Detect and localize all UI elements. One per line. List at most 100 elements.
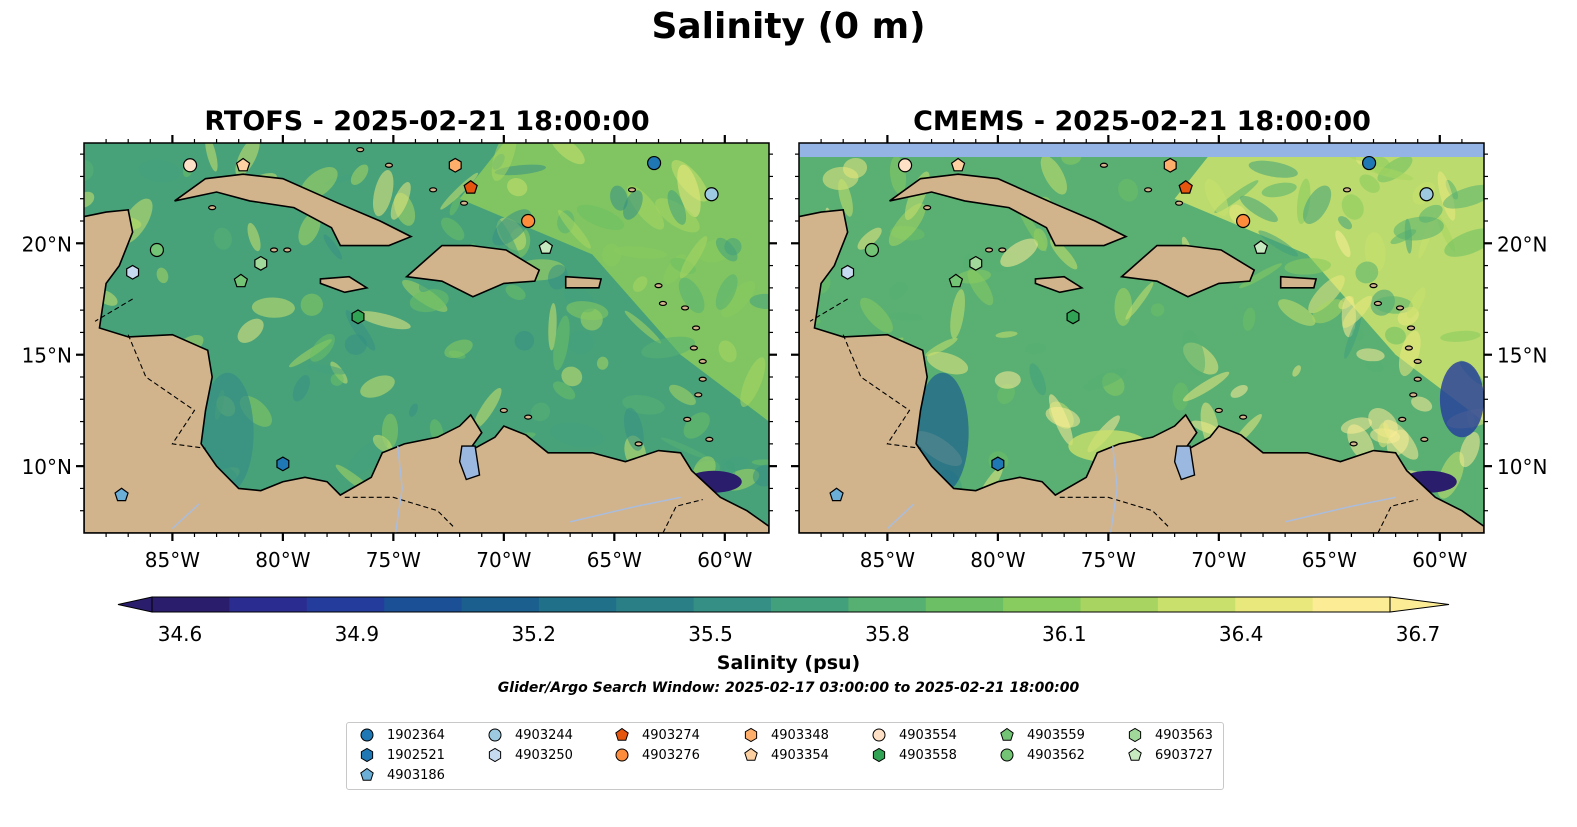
panel-frame [83,142,770,534]
country-border [1377,499,1418,533]
colorbar-segment [306,597,385,612]
small-island [1342,187,1352,193]
small-island [1398,416,1407,422]
x-tick-label: 85°W [860,548,915,572]
colorbar-segment [693,597,772,612]
float-marker-4903276 [521,213,536,229]
float-marker-4903563 [969,255,983,271]
float-marker-4903554 [182,158,198,173]
colorbar-segment [1235,597,1314,612]
small-island [698,376,707,382]
small-island [1409,392,1418,398]
country-border [1059,496,1169,527]
legend-label: 6903727 [1155,747,1213,763]
map-panels: 85°W 80°W 75°W 70°W 65°W 60°W 85°W 80°W 75°W 70°W… [22,135,1547,572]
float-marker-4903274 [1178,180,1193,194]
y-tick-label-right: 15°N [1497,344,1547,368]
pentagon-marker-icon [744,747,758,761]
river [1109,446,1118,533]
land-hispaniola [404,244,541,298]
small-island [627,187,637,193]
float-marker-4903562 [864,242,880,258]
legend-item: 4903563 [1127,727,1213,743]
x-tick-label: 85°W [145,548,200,572]
small-island [689,345,698,351]
x-tick-label: 70°W [1191,548,1246,572]
small-island [1406,325,1416,331]
pentagon-marker-icon [1128,747,1142,761]
figure-title: Salinity (0 m) [651,6,926,47]
x-tick-label: 80°W [970,548,1025,572]
circle-marker-icon [615,748,629,762]
small-island [698,358,707,364]
panel-title-cmems: CMEMS - 2025-02-21 18:00:00 [913,106,1371,137]
float-marker-6903727 [538,240,554,254]
float-marker-4903558 [351,309,365,325]
colorbar-segment [848,597,927,612]
small-island [694,392,703,398]
float-marker-4903559 [233,273,249,288]
legend-label: 4903562 [1027,747,1085,763]
float-marker-4903276 [1236,213,1251,229]
country-border [94,298,133,322]
colorbar-segment [616,597,695,612]
legend-label: 1902521 [387,747,445,763]
float-marker-4903244 [704,187,719,202]
small-island [1349,441,1358,447]
float-marker-1902364 [646,155,662,171]
y-tick-label-left: 20°N [22,232,72,256]
circle-marker-icon [872,728,886,742]
small-island [923,205,932,211]
small-island [524,414,533,420]
y-tick-label-right: 10°N [1497,455,1547,479]
float-marker-6903727 [1253,240,1269,254]
small-island [1413,376,1422,382]
colorbar-segment [1312,597,1391,612]
colorbar-segment [1003,597,1082,612]
float-marker-4903554 [897,158,913,173]
legend-item: 4903559 [999,727,1085,743]
x-tick-label: 70°W [476,548,531,572]
small-island [499,407,508,414]
circle-marker-icon [488,728,502,742]
river [886,503,915,530]
small-island [658,300,668,307]
colorbar-segment [1157,597,1236,612]
colorbar-segment [152,597,230,612]
colorbar-tick-label: 35.2 [511,622,556,646]
small-island [1214,407,1223,414]
float-marker-4903562 [149,242,165,258]
small-island [680,305,690,311]
panel-frame [798,142,1485,534]
colorbar-segment [538,597,617,612]
legend-label: 4903250 [515,747,573,763]
salinity-field [799,143,1484,533]
small-island [1144,187,1153,193]
map-panel-cmems: 85°W 80°W 75°W 70°W 65°W 60°W [791,135,1492,572]
small-island [356,147,365,153]
legend-label: 4903276 [642,747,700,763]
float-marker-4903559 [948,273,964,288]
river [1284,496,1396,523]
hexagon-marker-icon [488,747,502,763]
small-island [705,436,714,442]
colorbar-segment [229,597,308,612]
y-tick-label-left: 15°N [22,344,72,368]
small-island [429,187,438,193]
x-tick-label: 60°W [1412,548,1467,572]
float-marker-4903354 [950,157,966,172]
small-island [208,205,217,211]
pentagon-marker-icon [1000,727,1014,741]
pentagon-marker-icon [360,767,374,781]
float-marker-4903250 [126,264,140,280]
colorbar-segment [925,597,1004,612]
small-island [634,441,643,447]
colorbar-tick-label: 35.5 [688,622,733,646]
y-tick-label-right: 20°N [1497,232,1547,256]
small-island [1099,162,1109,168]
legend-label: 4903554 [899,727,957,743]
float-legend: 1902364 1902521 4903186 4903244 4903250 49032… [346,722,1224,790]
small-island [984,247,994,253]
search-window-note: Glider/Argo Search Window: 2025-02-17 03… [497,680,1080,696]
colorbar-extend-low [117,596,153,613]
